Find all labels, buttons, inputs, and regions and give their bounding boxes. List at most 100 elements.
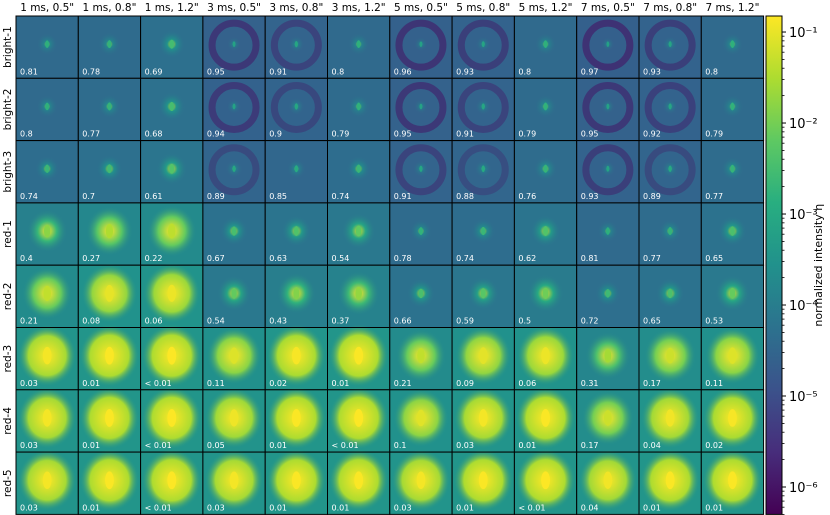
panel: < 0.01 xyxy=(140,448,204,515)
beam-core xyxy=(668,165,672,173)
beam-core xyxy=(543,226,549,237)
panel: < 0.01 xyxy=(140,386,204,453)
beam-core xyxy=(105,409,114,427)
panel: 0.89 xyxy=(202,140,266,204)
panel: 0.95 xyxy=(202,15,266,79)
panel-value-label: 0.11 xyxy=(207,379,225,388)
beam-core xyxy=(543,102,548,111)
panel-value-label: 0.01 xyxy=(269,441,287,450)
beam-core xyxy=(42,409,52,427)
panel: 0.85 xyxy=(264,140,329,204)
panel-value-label: 0.66 xyxy=(394,317,412,326)
panel-value-label: 0.78 xyxy=(394,254,412,263)
dark-ring xyxy=(582,81,634,133)
beam-core xyxy=(541,471,551,490)
beam-core xyxy=(419,41,423,47)
panel: 0.11 xyxy=(202,326,266,391)
panel-value-label: 0.96 xyxy=(394,67,412,76)
panel: 0.91 xyxy=(264,15,329,79)
panel: < 0.01 xyxy=(327,386,391,453)
beam-core xyxy=(232,41,236,48)
panel-value-label: < 0.01 xyxy=(518,503,545,512)
beam-core xyxy=(356,164,361,173)
row-label: red-5 xyxy=(2,469,14,497)
beam-core xyxy=(293,287,300,300)
panel-value-label: 0.02 xyxy=(269,379,287,388)
panel: 0.01 xyxy=(700,449,765,515)
beam-core xyxy=(729,287,736,299)
panel: 0.88 xyxy=(451,140,515,204)
colorbar-tick-label: 10⁻⁴ xyxy=(789,299,818,314)
panel: 0.93 xyxy=(576,140,640,204)
panel-value-label: 0.01 xyxy=(332,379,350,388)
panel: 0.78 xyxy=(389,202,453,266)
beam-core xyxy=(294,103,298,110)
panel-value-label: 0.01 xyxy=(82,441,100,450)
panel-value-label: 0.1 xyxy=(394,441,407,450)
panel-value-label: 0.03 xyxy=(207,503,225,512)
beam-core xyxy=(667,288,673,299)
panel: 0.65 xyxy=(700,202,765,266)
colorbar-gradient xyxy=(765,15,783,515)
beam-core xyxy=(418,288,424,299)
panel-value-label: 0.78 xyxy=(82,67,100,76)
dark-ring xyxy=(208,81,260,133)
beam-core xyxy=(728,471,737,490)
beam-core xyxy=(43,285,51,301)
column-labels: 1 ms, 0.5" 1 ms, 0.8" 1 ms, 1.2" 3 ms, 0.5"… xyxy=(20,2,759,14)
panel: 0.03 xyxy=(15,324,79,391)
panel-value-label: 0.77 xyxy=(705,192,723,201)
column-label: 5 ms, 1.2" xyxy=(519,2,573,14)
panel: 0.54 xyxy=(202,264,266,329)
beam-core xyxy=(730,226,735,236)
dark-ring xyxy=(644,81,696,133)
beam-core xyxy=(293,226,299,236)
panel: 0.03 xyxy=(15,387,79,453)
beam-core xyxy=(232,103,236,110)
panel-value-label: 0.43 xyxy=(269,317,287,326)
beam-core xyxy=(354,346,364,365)
panel-value-label: 0.65 xyxy=(643,317,661,326)
panel: 0.04 xyxy=(638,387,702,453)
panel-value-label: 0.17 xyxy=(643,379,661,388)
panel-value-label: 0.22 xyxy=(145,254,163,263)
panel: 0.7 xyxy=(77,140,142,204)
colorbar-tick-label: 10⁻³ xyxy=(789,208,818,223)
panel-value-label: 0.4 xyxy=(20,254,33,263)
colorbar-tick-label: 10⁻⁶ xyxy=(789,481,818,496)
panel-value-label: < 0.01 xyxy=(145,441,172,450)
panel-value-label: 0.06 xyxy=(145,317,163,326)
panel-value-label: 0.85 xyxy=(269,192,287,201)
panel: 0.96 xyxy=(389,15,453,79)
panel-grid: 0.81 0.78 0.69 0.95 0.91 0.8 0.96 0.93 0.8 0.97 0.… xyxy=(15,15,765,515)
dark-ring xyxy=(582,144,634,196)
beam-core xyxy=(105,223,114,239)
dark-ring xyxy=(457,144,509,196)
panel-value-label: 0.5 xyxy=(518,317,531,326)
panel-value-label: 0.95 xyxy=(581,130,599,139)
column-label: 3 ms, 0.8" xyxy=(269,2,323,14)
row-label: bright-2 xyxy=(2,89,14,131)
panel: 0.06 xyxy=(140,263,204,329)
beam-core xyxy=(541,347,550,365)
panel-value-label: 0.79 xyxy=(332,130,350,139)
panel: 0.93 xyxy=(638,15,702,79)
panel-value-label: 0.76 xyxy=(518,192,536,201)
column-label: 5 ms, 0.8" xyxy=(456,2,510,14)
panel-value-label: 0.01 xyxy=(82,503,100,512)
row-label: red-3 xyxy=(2,345,14,373)
panel: 0.01 xyxy=(327,324,391,391)
panel-value-label: 0.74 xyxy=(20,192,38,201)
panel-value-label: 0.81 xyxy=(20,67,38,76)
column-label: 7 ms, 0.5" xyxy=(581,2,635,14)
colorbar-tick-label: 10⁻⁵ xyxy=(789,390,818,405)
panel-value-label: 0.04 xyxy=(643,441,661,450)
beam-core xyxy=(728,347,737,364)
panel-value-label: 0.8 xyxy=(705,67,718,76)
beam-core xyxy=(229,347,239,364)
panel-value-label: 0.8 xyxy=(518,67,531,76)
panel-value-label: 0.93 xyxy=(456,67,474,76)
beam-core xyxy=(542,287,549,300)
panel-value-label: 0.03 xyxy=(20,503,38,512)
panel: 0.74 xyxy=(327,140,391,204)
